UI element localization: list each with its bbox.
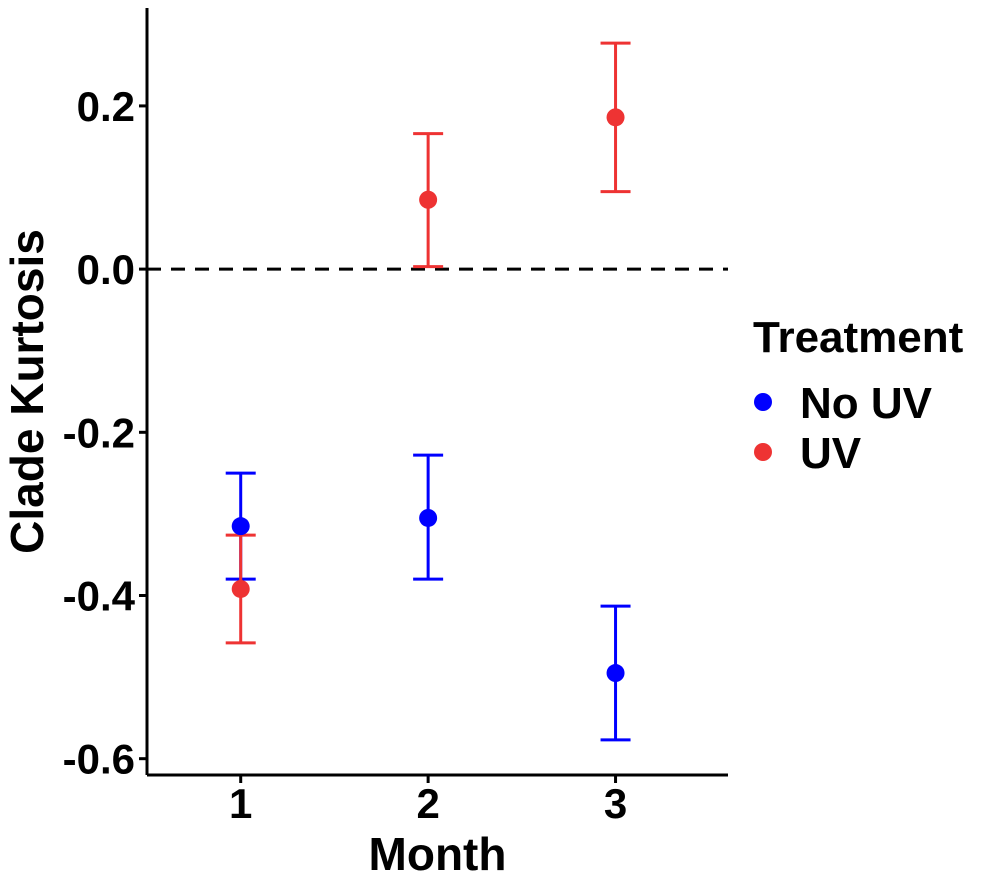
legend-label: No UV (800, 379, 933, 428)
data-point (606, 108, 625, 127)
legend-marker (754, 393, 772, 411)
data-point (231, 579, 250, 598)
axes: -0.6 -0.4 -0.2 0.0 0.2 1 2 3 Month Clade Kurtosis (1, 8, 728, 880)
y-tick-label: -0.6 (63, 736, 135, 783)
data-point (606, 664, 625, 683)
y-tick-label: 0.0 (77, 246, 135, 293)
y-tick-label: 0.2 (77, 83, 135, 130)
x-tick-label: 3 (604, 780, 627, 827)
data-point (231, 517, 250, 536)
x-tick-label: 1 (229, 780, 252, 827)
y-tick-label: -0.4 (63, 572, 136, 619)
y-axis-label: Clade Kurtosis (1, 229, 53, 554)
x-axis-label: Month (369, 828, 507, 880)
plot-area (147, 41, 728, 742)
x-tick-label: 2 (416, 780, 439, 827)
y-tick-label: -0.2 (63, 409, 135, 456)
data-point (419, 190, 438, 209)
legend-title: Treatment (753, 313, 964, 362)
data-point (419, 508, 438, 527)
legend-marker (754, 443, 772, 461)
legend-label: UV (800, 429, 862, 478)
series-no-uv (225, 453, 631, 742)
